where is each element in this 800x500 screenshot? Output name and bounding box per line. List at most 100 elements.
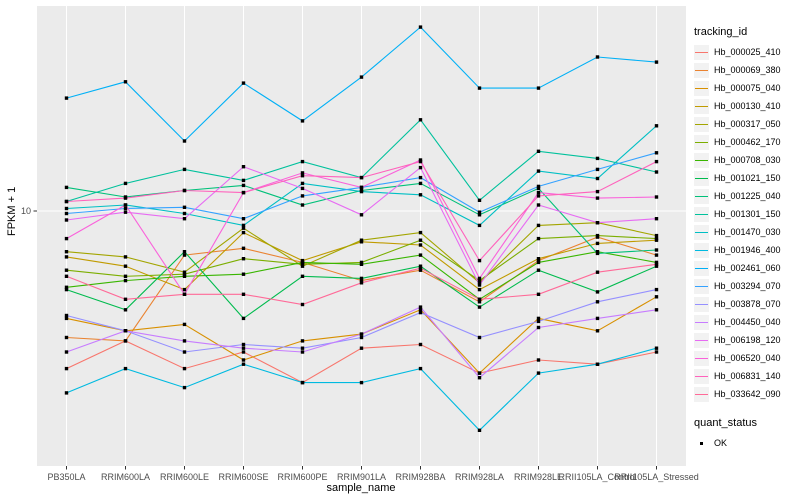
- data-point-marker: [477, 305, 482, 309]
- x-tick-label: RRIM600PE: [277, 472, 328, 482]
- data-point-marker: [418, 193, 423, 197]
- data-point-marker: [595, 189, 600, 194]
- data-point-marker: [654, 346, 659, 350]
- data-point-marker: [359, 238, 364, 242]
- data-point-marker: [123, 274, 128, 278]
- legend-item: Hb_000130_410: [694, 97, 781, 115]
- data-point-marker: [359, 276, 364, 281]
- legend-key-swatch: [694, 314, 709, 330]
- legend-item-label: Hb_000130_410: [714, 101, 781, 111]
- legend-item-label: Hb_004450_040: [714, 317, 781, 327]
- data-point-marker: [418, 243, 423, 247]
- data-point-marker: [477, 371, 482, 375]
- series-color-line-icon: [695, 321, 708, 324]
- legend-item-label: Hb_006831_140: [714, 371, 781, 381]
- data-point-marker: [418, 310, 423, 315]
- data-point-marker: [300, 264, 305, 268]
- data-point-marker: [300, 339, 305, 343]
- data-point-marker: [241, 165, 246, 169]
- data-point-marker: [418, 181, 423, 186]
- data-point-marker: [123, 80, 128, 84]
- legend-key-swatch: [694, 224, 709, 240]
- legend-key-swatch: [694, 296, 709, 312]
- series-color-line-icon: [695, 195, 708, 198]
- legend-item-label: Hb_001225_040: [714, 191, 781, 201]
- data-point-marker: [477, 281, 482, 285]
- data-point-marker: [477, 376, 482, 380]
- data-point-marker: [300, 186, 305, 191]
- legend-key-swatch: [694, 134, 709, 150]
- legend-key-swatch: [694, 350, 709, 366]
- quant-status-key: [694, 436, 709, 451]
- legend-item-label: Hb_002461_060: [714, 263, 781, 273]
- data-point-marker: [359, 335, 364, 340]
- data-point-marker: [64, 250, 69, 254]
- data-point-marker: [182, 211, 187, 216]
- data-point-marker: [536, 260, 541, 265]
- data-point-marker: [536, 319, 541, 324]
- series-color-line-icon: [695, 69, 708, 72]
- y-axis-title: FPKM + 1: [6, 186, 18, 236]
- data-point-marker: [300, 380, 305, 385]
- data-point-marker: [477, 287, 482, 292]
- legend-key-swatch: [694, 80, 709, 96]
- data-point-marker: [64, 316, 69, 321]
- data-point-marker: [654, 124, 659, 128]
- legend-item-label: Hb_003294_070: [714, 281, 781, 291]
- data-point-marker: [182, 167, 187, 172]
- data-point-marker: [595, 176, 600, 181]
- series-color-line-icon: [695, 267, 708, 270]
- quant-status-item: OK: [694, 434, 781, 452]
- data-point-marker: [241, 362, 246, 366]
- legend-item: Hb_004450_040: [694, 313, 781, 331]
- data-point-marker: [64, 185, 69, 190]
- data-point-marker: [241, 226, 246, 230]
- data-point-marker: [595, 241, 600, 246]
- series-color-line-icon: [695, 375, 708, 378]
- data-point-marker: [182, 217, 187, 221]
- data-point-marker: [182, 139, 187, 143]
- legend-item-label: Hb_001946_400: [714, 245, 781, 255]
- legend-item-label: Hb_033642_090: [714, 389, 781, 399]
- legend-item-label: Hb_000075_040: [714, 83, 781, 93]
- data-point-marker: [595, 196, 600, 200]
- legend-item-label: Hb_000462_170: [714, 137, 781, 147]
- legend-item-label: Hb_000708_030: [714, 155, 781, 165]
- data-point-marker: [536, 86, 541, 90]
- legend-key-swatch: [694, 368, 709, 384]
- data-point-marker: [477, 300, 482, 304]
- data-point-marker: [64, 211, 69, 216]
- legend-key-swatch: [694, 44, 709, 60]
- data-point-marker: [418, 268, 423, 272]
- data-point-marker: [300, 274, 305, 278]
- series-color-line-icon: [695, 393, 708, 396]
- legend-item: Hb_000069_380: [694, 61, 781, 79]
- data-point-marker: [241, 217, 246, 221]
- data-point-marker: [536, 268, 541, 272]
- data-point-marker: [64, 199, 69, 204]
- data-point-marker: [418, 305, 423, 309]
- legend-item: Hb_033642_090: [694, 385, 781, 403]
- data-point-marker: [359, 175, 364, 180]
- data-point-marker: [654, 217, 659, 221]
- data-point-marker: [418, 118, 423, 122]
- series-color-line-icon: [695, 105, 708, 108]
- legend-key-swatch: [694, 98, 709, 114]
- x-axis-title: sample_name: [326, 482, 396, 494]
- series-color-line-icon: [695, 285, 708, 288]
- data-point-marker: [123, 264, 128, 268]
- data-point-marker: [477, 276, 482, 281]
- data-point-marker: [64, 274, 69, 278]
- data-point-marker: [595, 300, 600, 304]
- data-point-marker: [241, 350, 246, 354]
- data-point-marker: [654, 287, 659, 292]
- data-point-marker: [418, 230, 423, 235]
- data-point-marker: [64, 218, 69, 222]
- data-point-marker: [123, 196, 128, 200]
- x-tick-label: RRIM600LA: [100, 472, 151, 482]
- x-tick-label: RRIM928BA: [395, 472, 446, 482]
- data-point-marker: [595, 362, 600, 366]
- data-point-marker: [359, 260, 364, 265]
- legend-key-swatch: [694, 188, 709, 204]
- data-point-marker: [654, 350, 659, 354]
